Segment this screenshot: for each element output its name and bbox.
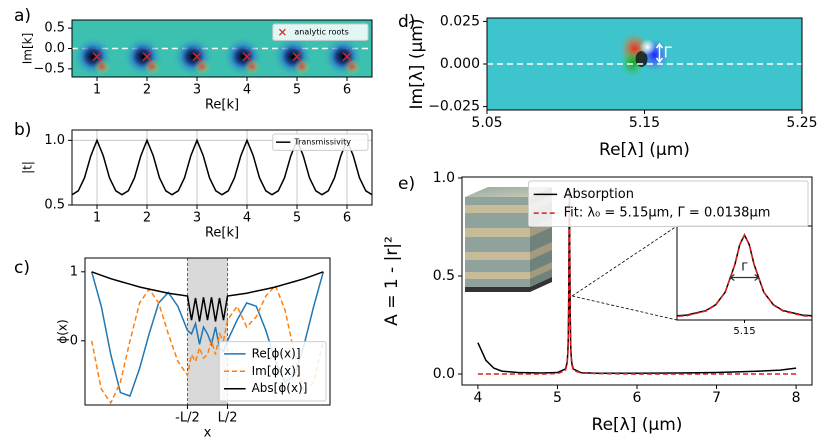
y-tick-label: 0.5: [44, 198, 65, 213]
root-marker: [92, 52, 102, 62]
inset-annotation: Γ: [741, 260, 748, 273]
axes-frame: [71, 129, 373, 206]
line-series: [90, 284, 325, 405]
y-tick-label: 0.0: [433, 366, 455, 382]
y-tick-label: 0.0: [44, 41, 65, 56]
x-tick-label: 5.15: [629, 115, 660, 131]
x-axis-label: x: [204, 426, 212, 441]
zoom-guide: [571, 225, 678, 321]
plot-area: [72, 130, 372, 205]
y-tick-label: 0.025: [440, 13, 480, 29]
x-tick-label: 5: [553, 390, 562, 406]
y-tick-label: 0.5: [44, 21, 65, 36]
phase-spot: [344, 58, 360, 75]
y-tick-label: 1.0: [433, 170, 455, 186]
x-tick-label: 4: [243, 83, 251, 98]
legend-label: Fit: λ₀ = 5.15μm, Γ = 0.0138μm: [564, 206, 771, 221]
y-tick-label: 1: [70, 264, 78, 279]
x-tick-label: 2: [143, 211, 151, 226]
x-axis-label: Re[k]: [205, 98, 239, 113]
phase-spot: [244, 58, 260, 75]
x-tick-label: 6: [343, 83, 351, 98]
x-tick-label: 5: [293, 211, 301, 226]
legend-marker: [278, 28, 286, 36]
line-series: [91, 271, 324, 322]
legend-label: Im[ϕ(x)]: [252, 364, 301, 378]
panel-label: b): [14, 120, 31, 140]
x-tick-label: 2: [143, 83, 151, 98]
plot-area: [72, 20, 372, 77]
legend-box: [272, 23, 369, 41]
inset-bg: [677, 226, 812, 320]
phase-spot: [94, 58, 110, 75]
legend-box: [218, 341, 327, 402]
axes-frame: [486, 17, 803, 111]
legend-label: Abs[ϕ(x)]: [252, 381, 308, 395]
panel-label: d): [398, 12, 415, 32]
gamma-arrow: [729, 273, 760, 281]
inset-x-tick-label: 5.15: [733, 326, 755, 337]
x-tick-label: 1: [93, 83, 101, 98]
x-axis-label: Re[λ] (μm): [592, 415, 683, 435]
root-marker: [342, 52, 352, 62]
y-axis-label: A = 1 - |r|²: [382, 236, 402, 326]
legend-label: Absorption: [564, 187, 634, 202]
y-tick-label: 1.0: [44, 133, 65, 148]
inset-line-series: [677, 233, 812, 318]
x-tick-label: 5.25: [786, 115, 817, 131]
plot-area: Γ: [487, 18, 802, 110]
x-axis-label: Re[k]: [205, 226, 239, 241]
x-tick-label: 8: [792, 390, 801, 406]
panel-label: e): [398, 174, 415, 194]
y-tick-label: −0.5: [33, 61, 65, 76]
axes-frame: [84, 257, 331, 406]
root-marker: [142, 52, 152, 62]
root-marker: [242, 52, 252, 62]
root-marker: [192, 52, 202, 62]
y-tick-label: 0: [70, 333, 78, 348]
x-tick-label: 7: [712, 390, 721, 406]
x-tick-label: 3: [193, 211, 201, 226]
y-tick-label: 0.000: [440, 56, 480, 72]
legend-label: Re[ϕ(x)]: [252, 346, 301, 360]
x-tick-label: 6: [343, 211, 351, 226]
annotation: Γ: [664, 44, 673, 62]
x-tick-label: 4: [473, 390, 482, 406]
inset-area: [677, 233, 812, 318]
phase-lobe: [635, 50, 648, 67]
y-axis-label: ϕ(x): [56, 319, 70, 343]
y-axis-label: Im[k]: [21, 33, 35, 65]
panel-label: c): [14, 258, 30, 278]
x-axis-label: Re[λ] (μm): [599, 140, 690, 160]
line-series: [72, 138, 372, 196]
root-marker: [292, 52, 302, 62]
y-tick-label: −0.025: [428, 99, 480, 115]
plot-area: [90, 258, 325, 405]
x-tick-label: -L/2: [175, 411, 200, 426]
legend-label: analytic roots: [294, 28, 348, 37]
x-tick-label: 1: [93, 211, 101, 226]
legend-box: [272, 133, 369, 151]
phase-lobe: [639, 38, 656, 55]
x-tick-label: 5.05: [471, 115, 502, 131]
phase-spot: [144, 58, 160, 75]
y-tick-label: 0.5: [433, 268, 455, 284]
legend-box: [528, 180, 809, 227]
x-tick-label: 6: [633, 390, 642, 406]
gamma-arrow-head: [655, 42, 664, 64]
x-tick-label: 3: [193, 83, 201, 98]
x-tick-label: 5: [293, 83, 301, 98]
y-axis-label: |t|: [21, 161, 35, 174]
legend-label: Transmissivity: [293, 138, 351, 147]
x-tick-label: 4: [243, 211, 251, 226]
x-tick-label: L/2: [218, 411, 238, 426]
axes-frame: [71, 19, 373, 78]
phase-spot: [294, 58, 310, 75]
panel-label: a): [14, 6, 31, 26]
y-axis-label: Im[λ] (μm): [407, 19, 427, 110]
phase-spot: [194, 58, 210, 75]
